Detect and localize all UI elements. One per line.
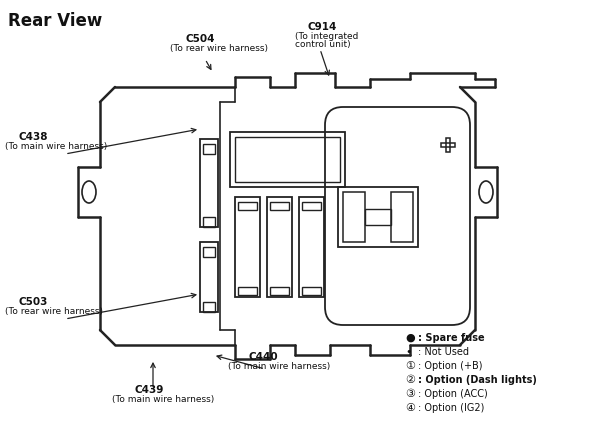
Text: (To rear wire harness): (To rear wire harness) [5, 306, 103, 315]
Bar [238, 287, 257, 295]
Text: •: • [405, 346, 411, 356]
Text: C439: C439 [134, 384, 163, 394]
Text: control unit): control unit) [295, 40, 350, 49]
Text: : Option (Dash lights): : Option (Dash lights) [418, 374, 537, 384]
Bar [343, 193, 365, 243]
Text: ③: ③ [405, 388, 415, 398]
Text: (To main wire harness): (To main wire harness) [228, 361, 330, 370]
Bar [235, 197, 260, 297]
Text: (To main wire harness): (To main wire harness) [112, 394, 214, 403]
Bar [238, 203, 257, 211]
Bar [200, 243, 218, 312]
Text: : Option (ACC): : Option (ACC) [418, 388, 488, 398]
Bar [365, 209, 391, 225]
Bar [302, 203, 321, 211]
Bar [235, 138, 340, 183]
Text: ④: ④ [405, 402, 415, 412]
Text: C438: C438 [18, 132, 48, 141]
Text: : Option (+B): : Option (+B) [418, 360, 483, 370]
Bar [200, 140, 218, 227]
Text: ●: ● [405, 332, 415, 342]
Text: C504: C504 [185, 34, 215, 44]
Bar [299, 197, 324, 297]
Bar [230, 133, 345, 187]
Ellipse shape [82, 181, 96, 203]
Bar [391, 193, 413, 243]
Bar [270, 287, 289, 295]
Ellipse shape [479, 181, 493, 203]
Bar [203, 302, 215, 312]
Text: C503: C503 [18, 296, 47, 306]
Bar [441, 144, 455, 147]
Text: C440: C440 [248, 351, 278, 361]
Text: (To rear wire harness): (To rear wire harness) [170, 44, 268, 53]
Bar [203, 247, 215, 258]
Text: (To integrated: (To integrated [295, 32, 358, 41]
FancyBboxPatch shape [325, 108, 470, 325]
Bar [446, 139, 450, 153]
Text: (To main wire harness): (To main wire harness) [5, 141, 107, 150]
Text: : Not Used: : Not Used [418, 346, 469, 356]
Text: : Option (IG2): : Option (IG2) [418, 402, 485, 412]
Text: Rear View: Rear View [8, 12, 103, 30]
Bar [270, 203, 289, 211]
Bar [203, 218, 215, 227]
Text: C914: C914 [307, 22, 336, 32]
Bar [203, 144, 215, 155]
Bar [302, 287, 321, 295]
Bar [267, 197, 292, 297]
Text: ②: ② [405, 374, 415, 384]
Text: ①: ① [405, 360, 415, 370]
Text: : Spare fuse: : Spare fuse [418, 332, 485, 342]
Bar [338, 187, 418, 247]
